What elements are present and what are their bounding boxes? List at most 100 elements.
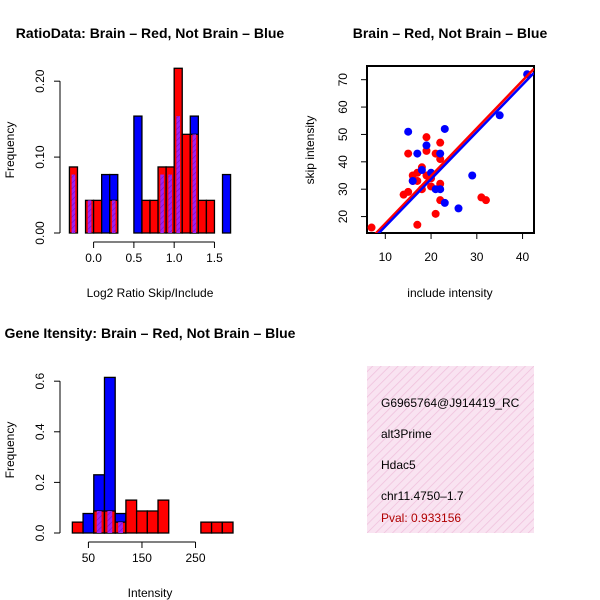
ratio-bar-not-brain-8 xyxy=(133,115,143,234)
ratio-bar-overlap-13 xyxy=(176,116,181,233)
intensity-histogram: Gene Itensity: Brain – Red, Not Brain – … xyxy=(3,325,296,600)
intensity-bar-brain-6 xyxy=(135,510,148,534)
intensity-x-label: Intensity xyxy=(128,586,173,600)
intensity-y-label: Frequency xyxy=(3,422,17,479)
intensity-bar-brain-14 xyxy=(221,521,234,534)
scatter-fit-lines xyxy=(374,67,534,233)
scatter-y-tick-label: 30 xyxy=(336,182,350,196)
intensity-x-axis: 50 150 250 xyxy=(82,541,206,565)
intensity-title: Gene Itensity: Brain – Red, Not Brain – … xyxy=(5,325,296,341)
scatter-point-brain-18 xyxy=(436,155,445,164)
info-panel: G6965764@J914419_RC alt3Prime Hdac5 chr1… xyxy=(367,366,534,533)
intensity-bar-overlap-3 xyxy=(107,510,113,533)
ratio-bar-brain-3 xyxy=(92,199,103,234)
intensity-bar-not-brain-1 xyxy=(82,512,95,534)
scatter-point-brain-7 xyxy=(413,220,422,229)
event-type-text: alt3Prime xyxy=(381,427,432,441)
ratio-y-label: Frequency xyxy=(3,122,17,179)
ratio-bar-brain-10 xyxy=(149,199,159,234)
ratio-histogram: RatioData: Brain – Red, Not Brain – Blue… xyxy=(3,25,284,300)
probe-id-text: G6965764@J914419_RC xyxy=(381,396,520,410)
scatter-x-axis: 10 20 30 40 xyxy=(379,232,530,264)
scatter-point-not-brain-4 xyxy=(422,141,431,150)
scatter-point-not-brain-0 xyxy=(404,127,413,136)
intensity-scatter: Brain – Red, Not Brain – Blue 10 20 30 40 2… xyxy=(303,25,547,300)
scatter-x-tick-label: 40 xyxy=(516,250,530,264)
ratio-bar-brain-16 xyxy=(197,199,208,234)
scatter-point-brain-23 xyxy=(481,196,490,205)
ratio-y-tick-label: 0.10 xyxy=(33,145,47,169)
ratio-bar-not-brain-19 xyxy=(221,173,232,234)
scatter-point-brain-0 xyxy=(367,223,376,232)
intensity-y-axis: 0.0 0.2 0.4 0.6 xyxy=(33,373,61,541)
scatter-x-label: include intensity xyxy=(407,286,492,300)
scatter-point-not-brain-12 xyxy=(468,171,477,180)
ratio-x-axis: 0.0 0.5 1.0 1.5 xyxy=(85,241,223,265)
scatter-point-not-brain-13 xyxy=(495,111,504,120)
ratio-y-tick-label: 0.20 xyxy=(33,69,47,93)
gene-name-text: Hdac5 xyxy=(381,458,416,472)
scatter-y-label: skip intensity xyxy=(303,116,317,185)
intensity-y-tick-label: 0.0 xyxy=(33,524,47,541)
intensity-x-tick-label: 250 xyxy=(186,551,206,565)
scatter-y-tick-label: 20 xyxy=(336,210,350,224)
scatter-x-tick-label: 10 xyxy=(379,250,393,264)
scatter-point-brain-12 xyxy=(422,133,431,142)
intensity-bar-brain-12 xyxy=(200,521,213,534)
ratio-y-tick-label: 0.00 xyxy=(33,221,47,245)
ratio-x-tick-label: 0.5 xyxy=(126,251,143,265)
scatter-y-tick-label: 70 xyxy=(336,73,350,87)
scatter-point-not-brain-3 xyxy=(417,166,426,175)
intensity-bar-brain-0 xyxy=(71,521,84,534)
ratio-x-label: Log2 Ratio Skip/Include xyxy=(87,286,214,300)
brain-fit-line xyxy=(374,67,534,233)
intensity-bar-overlap-2 xyxy=(96,510,102,533)
scatter-y-tick-label: 60 xyxy=(336,100,350,114)
intensity-bar-not-brain-3 xyxy=(103,376,116,534)
intensity-y-tick-label: 0.4 xyxy=(33,423,47,440)
ratio-y-axis: 0.00 0.10 0.20 xyxy=(33,69,61,245)
scatter-point-not-brain-11 xyxy=(454,204,463,213)
scatter-y-tick-label: 40 xyxy=(336,155,350,169)
pval-text: Pval: 0.933156 xyxy=(381,511,461,525)
ratio-bar-overlap-0 xyxy=(71,174,76,233)
intensity-bar-brain-8 xyxy=(157,499,170,534)
ratio-bar-overlap-12 xyxy=(168,174,172,233)
intensity-y-tick-label: 0.6 xyxy=(33,373,47,390)
scatter-point-not-brain-8 xyxy=(436,149,445,158)
scatter-x-tick-label: 20 xyxy=(424,250,438,264)
intensity-bar-brain-5 xyxy=(125,499,138,534)
ratio-bar-overlap-2 xyxy=(87,200,92,233)
ratio-x-tick-label: 1.5 xyxy=(206,251,223,265)
intensity-y-tick-label: 0.2 xyxy=(33,474,47,491)
intensity-bar-overlap-4 xyxy=(118,522,123,533)
info-panel-background xyxy=(367,366,534,533)
scatter-point-brain-3 xyxy=(404,187,413,196)
ratio-x-tick-label: 0.0 xyxy=(85,251,102,265)
ratio-bar-brain-14 xyxy=(181,133,191,234)
ratio-bar-brain-17 xyxy=(205,199,216,234)
scatter-y-tick-label: 50 xyxy=(336,127,350,141)
scatter-x-tick-label: 30 xyxy=(470,250,484,264)
scatter-point-not-brain-10 xyxy=(440,124,449,133)
ratio-bar-overlap-15 xyxy=(192,134,197,233)
scatter-point-brain-2 xyxy=(404,149,413,158)
scatter-point-brain-19 xyxy=(436,138,445,147)
ratio-x-tick-label: 1.0 xyxy=(166,251,183,265)
scatter-point-not-brain-1 xyxy=(408,176,417,185)
scatter-y-axis: 20 30 40 50 60 70 xyxy=(336,73,367,224)
location-text: chr11.4750–1.7 xyxy=(381,489,464,503)
scatter-point-brain-21 xyxy=(436,179,445,188)
ratio-bar-not-brain-4 xyxy=(101,173,111,234)
scatter-point-brain-11 xyxy=(422,146,431,155)
ratio-bars xyxy=(68,67,232,234)
not-brain-fit-line xyxy=(377,71,534,233)
scatter-plot-frame xyxy=(366,65,535,234)
intensity-x-tick-label: 50 xyxy=(82,551,96,565)
intensity-x-tick-label: 150 xyxy=(132,551,152,565)
ratio-title: RatioData: Brain – Red, Not Brain – Blue xyxy=(16,25,285,41)
intensity-bars xyxy=(71,376,234,534)
scatter-points xyxy=(367,70,532,232)
ratio-bar-brain-9 xyxy=(141,199,151,234)
